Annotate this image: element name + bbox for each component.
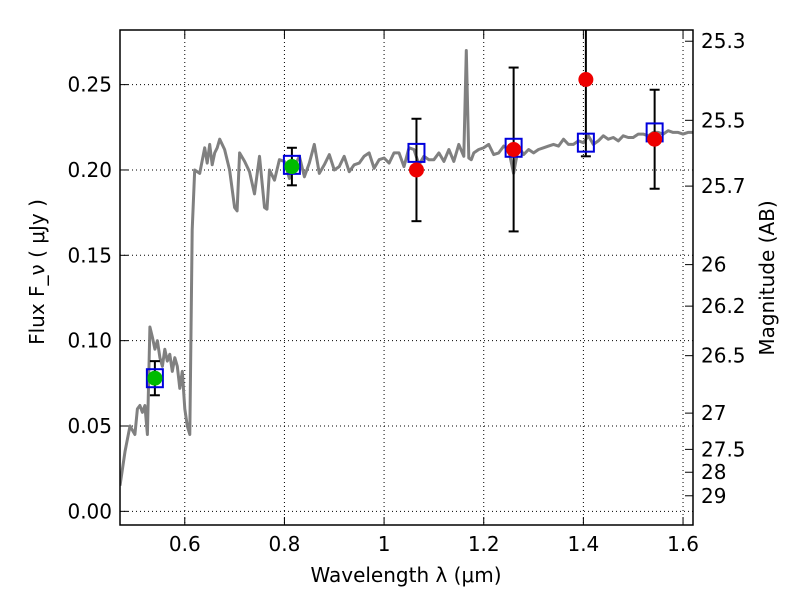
x-tick-label: 1.4 <box>567 532 599 556</box>
y-tick-label: 0.00 <box>67 499 112 523</box>
mag-tick-label: 28 <box>701 460 726 484</box>
plot-border <box>119 29 694 526</box>
grid-lines <box>120 30 693 525</box>
observed-nir-point <box>408 162 424 178</box>
observed-nir-point <box>578 72 594 87</box>
tick-labels: 0.6 0.8 1 1.2 1.4 1.6 0.00 0.05 0.10 0.15 0.20 0.25… <box>67 29 745 556</box>
mag-tick-label: 26.2 <box>701 294 746 318</box>
observed-optical-point <box>147 370 163 386</box>
y-tick-label: 0.20 <box>67 158 112 182</box>
x-tick-label: 1.2 <box>468 532 500 556</box>
mag-tick-label: 29 <box>701 484 726 508</box>
mag-tick-label: 25.3 <box>701 29 746 53</box>
mag-tick-label: 26 <box>701 253 726 277</box>
mag-tick-label: 26.5 <box>701 344 746 368</box>
model-photometry-point <box>145 368 164 389</box>
model-photometry-point <box>576 132 595 153</box>
y-tick-label: 0.10 <box>67 329 112 353</box>
x-tick-label: 0.6 <box>169 532 201 556</box>
x-tick-label: 1 <box>378 532 391 556</box>
observed-optical-point <box>284 159 300 175</box>
mag-tick-label: 27 <box>701 401 726 425</box>
model-photometry-point <box>407 142 426 163</box>
y-axis-label: Flux F_ν ( μJy ) <box>25 199 49 345</box>
x-tick-label: 0.8 <box>269 532 301 556</box>
axes-frame <box>119 29 694 526</box>
plot-area <box>120 30 693 486</box>
observed-nir-point <box>506 141 522 157</box>
mag-tick-label: 25.7 <box>701 174 746 198</box>
model-spectrum-line <box>120 49 693 486</box>
y-tick-label: 0.05 <box>67 414 112 438</box>
axis-ticks <box>120 30 693 525</box>
x-tick-label: 1.6 <box>667 532 699 556</box>
y-axis-right-label: Magnitude (AB) <box>755 200 779 355</box>
x-axis-label: Wavelength λ (μm) <box>310 563 501 587</box>
mag-tick-label: 25.5 <box>701 108 746 132</box>
y-tick-label: 0.25 <box>67 73 112 97</box>
observed-nir-point <box>647 131 663 147</box>
mag-tick-label: 27.5 <box>701 437 746 461</box>
y-tick-label: 0.15 <box>67 243 112 267</box>
